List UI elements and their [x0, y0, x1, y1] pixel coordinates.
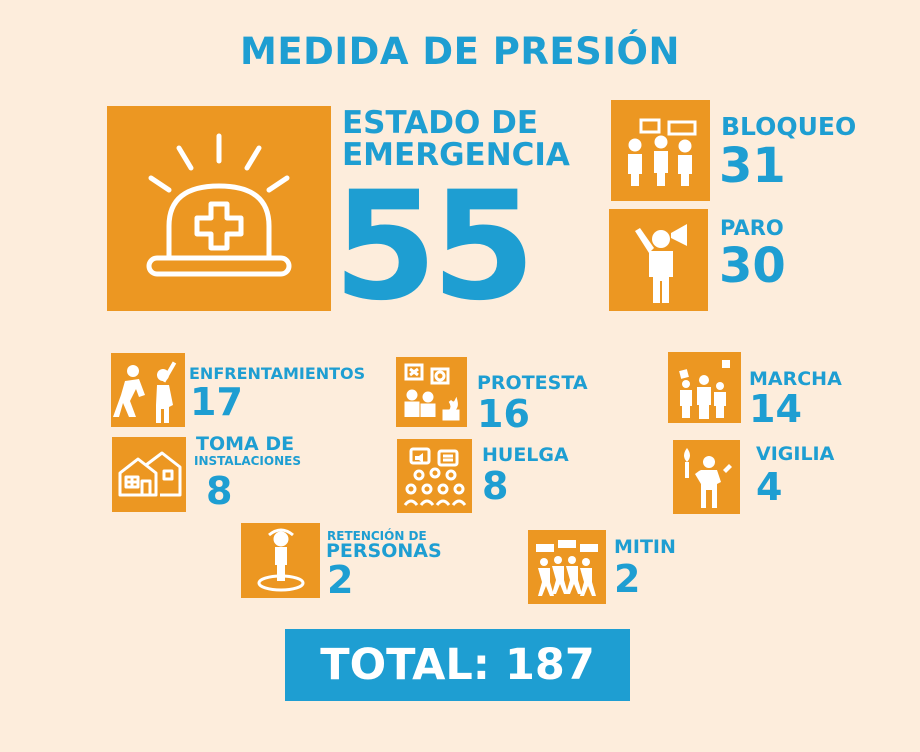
protest-signs-icon — [396, 357, 467, 427]
estado-value: 55 — [333, 160, 536, 334]
blockade-people-icon — [611, 100, 710, 201]
total-banner: TOTAL: 187 — [285, 629, 630, 701]
bloqueo-label: BLOQUEO — [721, 112, 857, 141]
vigil-torch-icon — [673, 440, 740, 514]
retencion-value: 2 — [327, 558, 354, 602]
vigilia-value: 4 — [756, 465, 783, 509]
vigilia-label: VIGILIA — [756, 443, 835, 465]
paro-value: 30 — [719, 238, 786, 294]
paro-label: PARO — [720, 216, 784, 240]
enfrentamientos-value: 17 — [190, 380, 243, 424]
retencion-label-line1: RETENCIÓN DE — [327, 529, 427, 543]
enfrentamientos-label: ENFRENTAMIENTOS — [189, 364, 366, 383]
marcha-value: 14 — [749, 387, 802, 431]
toma-label-line1: TOMA DE — [196, 433, 295, 455]
estado-label-line2: EMERGENCIA — [342, 137, 570, 173]
page-title: MEDIDA DE PRESIÓN — [240, 30, 680, 73]
toma-label-line2: INSTALACIONES — [194, 454, 301, 468]
megaphone-person-icon — [609, 209, 708, 311]
mitin-label: MITIN — [614, 536, 676, 558]
mitin-value: 2 — [614, 557, 641, 601]
clash-icon — [111, 353, 185, 427]
protesta-label: PROTESTA — [477, 372, 588, 394]
retencion-label-line2: PERSONAS — [326, 540, 442, 562]
huelga-value: 8 — [482, 464, 509, 508]
strike-crowd-icon — [397, 439, 472, 513]
emergency-siren-icon — [107, 106, 331, 311]
rally-banners-icon — [528, 530, 606, 604]
marcha-label: MARCHA — [749, 368, 842, 390]
bloqueo-value: 31 — [719, 138, 786, 194]
protesta-value: 16 — [477, 392, 530, 436]
detained-person-icon — [241, 523, 320, 598]
toma-value: 8 — [206, 469, 233, 513]
buildings-icon — [112, 437, 186, 512]
march-flags-icon — [668, 352, 741, 423]
estado-label-line1: ESTADO DE — [342, 105, 539, 141]
huelga-label: HUELGA — [482, 444, 569, 466]
